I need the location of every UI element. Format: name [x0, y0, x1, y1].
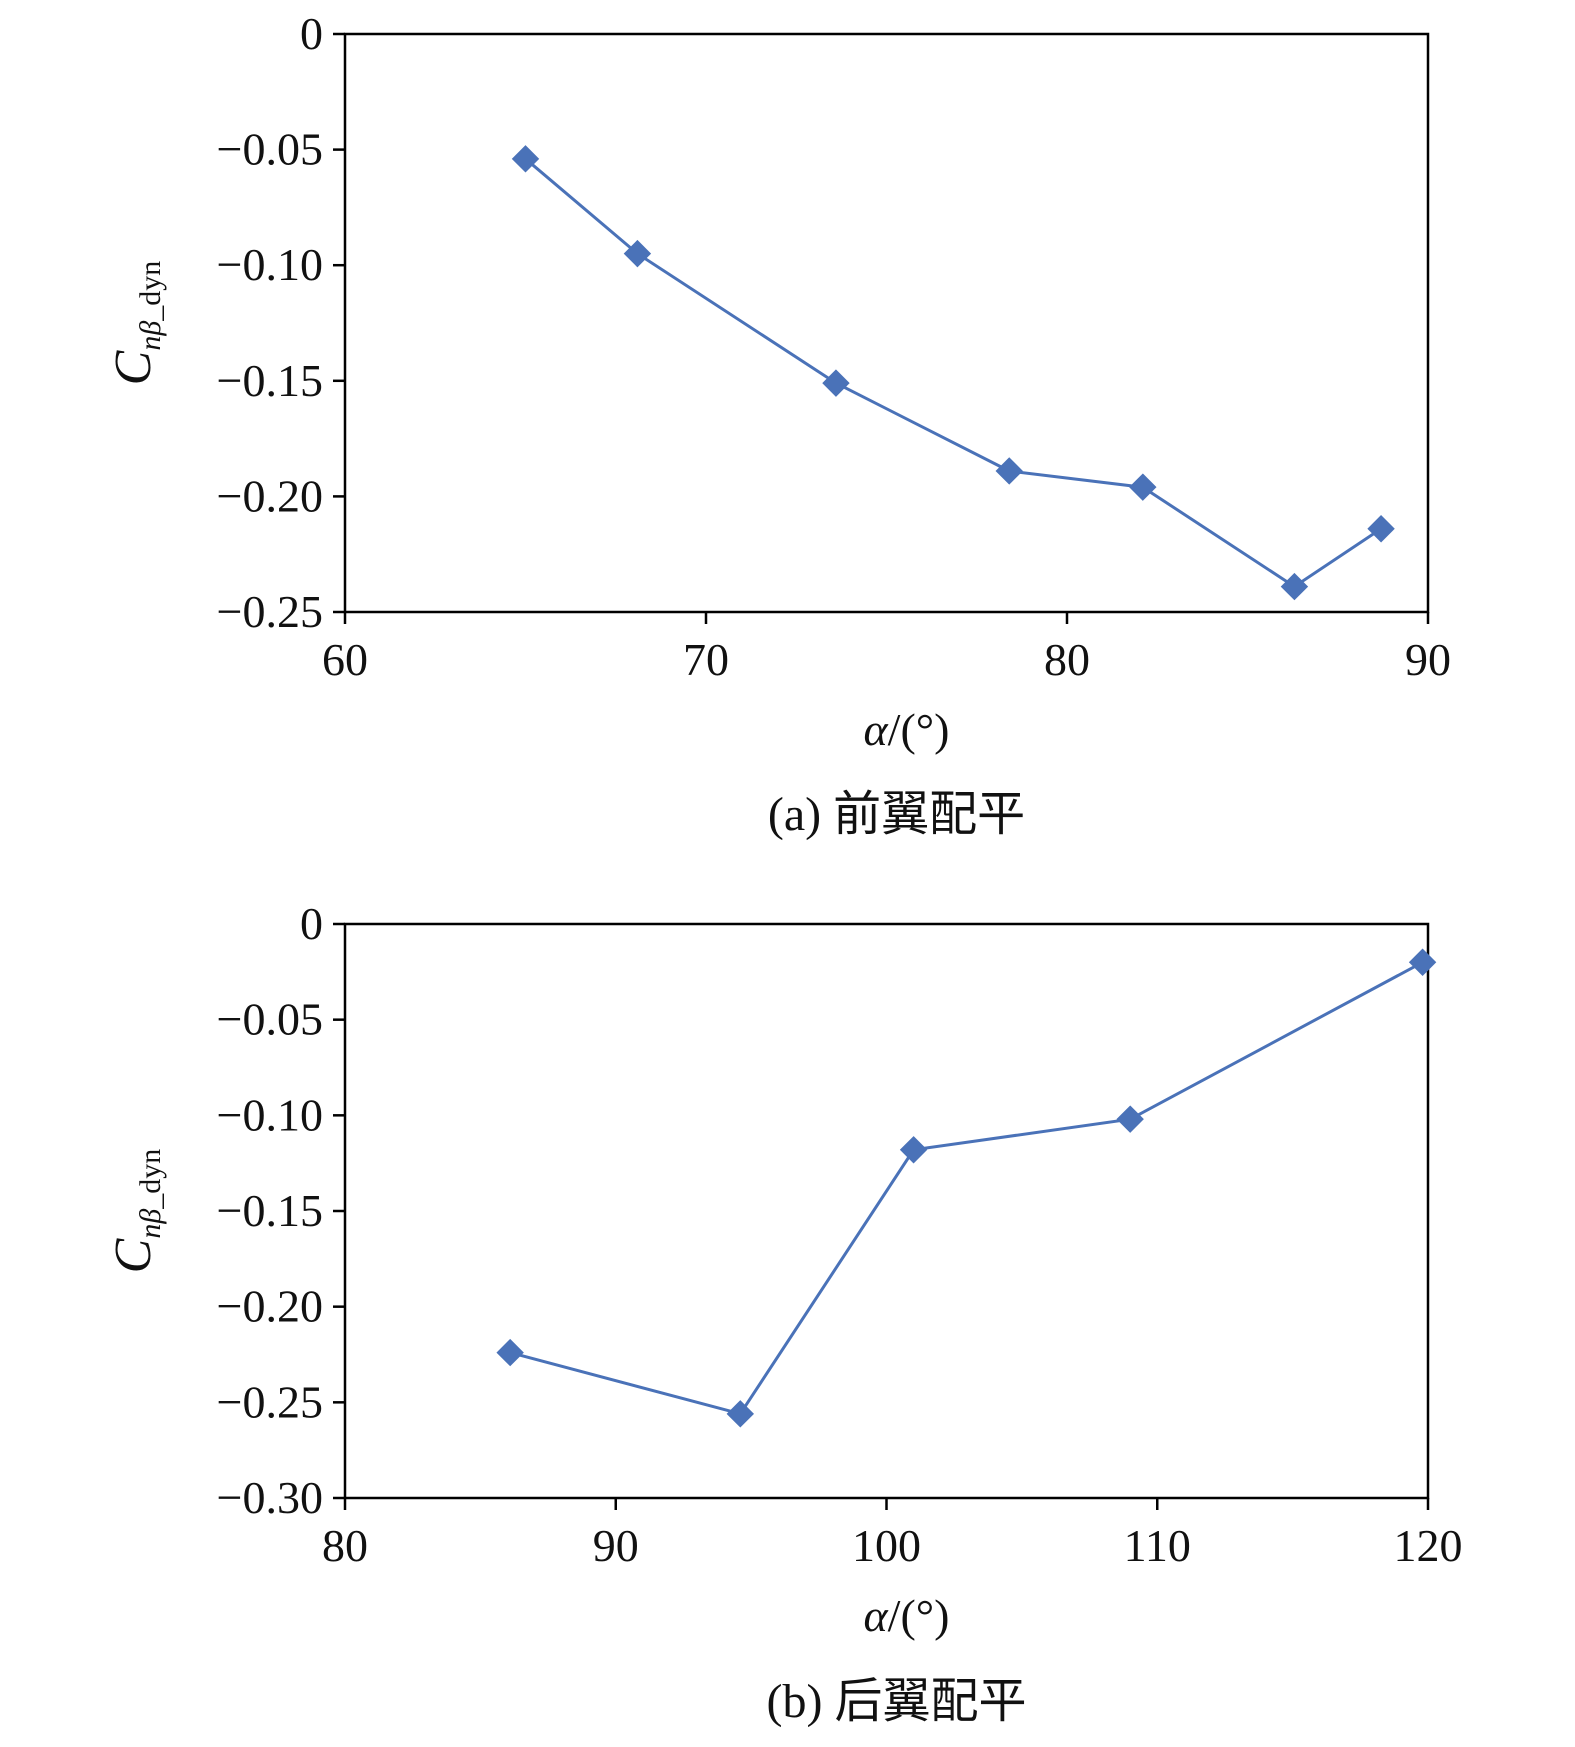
chart-b-x-tick-label: 80 [322, 1520, 368, 1571]
chart-b-plot-frame [343, 922, 1430, 1500]
chart-a-y-tick-label: −0.05 [217, 124, 323, 175]
chart-b-data-point [899, 1136, 928, 1164]
chart-a-data-point [822, 369, 850, 397]
chart-b-y-axis-title: Cnβ_dyn [105, 1149, 167, 1274]
chart-b-y-tick-label: −0.10 [217, 1089, 323, 1140]
chart-b-data-point [496, 1338, 524, 1367]
chart-a-y-tick-label: 0 [300, 8, 323, 59]
chart-a-data-point [1129, 473, 1157, 501]
chart-b-y-tick-label: 0 [300, 898, 323, 949]
chart-b-x-tick-label: 90 [593, 1520, 639, 1571]
chart-b-data-point [1408, 948, 1437, 976]
chart-panel-a: 0 −0.05 −0.10 −0.15 −0.20 −0.25 60 70 80 90 α/(°) C… [0, 0, 1575, 870]
chart-a-data-point [511, 145, 540, 173]
chart-b-y-tick-label: −0.20 [217, 1281, 323, 1332]
chart-a-data-point [995, 457, 1023, 485]
chart-b-x-tick-label: 110 [1124, 1520, 1191, 1571]
chart-a-plot-frame [343, 32, 1430, 614]
chart-b-data-point [726, 1400, 755, 1428]
chart-a-data-point [1367, 515, 1395, 543]
chart-b-series-line [509, 960, 1424, 1416]
chart-a-y-tick-label: −0.25 [217, 586, 323, 637]
chart-b-y-tick-label: −0.15 [217, 1185, 323, 1236]
chart-a-x-tick-label: 70 [683, 634, 729, 685]
chart-a-x-tick-label: 90 [1405, 634, 1451, 685]
chart-a-y-tick-label: −0.15 [217, 355, 323, 406]
chart-a-x-axis-title: α/(°) [864, 704, 950, 755]
chart-b-y-tick-label: −0.05 [217, 994, 323, 1045]
chart-b-y-tick-label: −0.30 [217, 1472, 323, 1523]
chart-a-x-tick-label: 80 [1044, 634, 1090, 685]
chart-a-y-tick-label: −0.20 [217, 470, 323, 521]
chart-a-y-tick-label: −0.10 [217, 239, 323, 290]
chart-a-data-point [623, 239, 652, 268]
chart-panel-b: 0 −0.05 −0.10 −0.15 −0.20 −0.25 −0.30 80 90 100 11… [0, 870, 1575, 1742]
chart-a-data-point [1280, 572, 1309, 601]
chart-b-x-tick-label: 120 [1394, 1520, 1463, 1571]
chart-a-y-axis-title: Cnβ_dyn [105, 261, 167, 386]
chart-a-x-tick-label: 60 [322, 634, 368, 685]
chart-b-x-tick-label: 100 [852, 1520, 921, 1571]
chart-b-y-tick-label: −0.25 [217, 1376, 323, 1427]
chart-b-panel-caption: (b) 后翼配平 [767, 1675, 1027, 1728]
chart-a-series-line [524, 157, 1382, 589]
chart-a-panel-caption: (a) 前翼配平 [768, 788, 1025, 841]
chart-b-x-axis-title: α/(°) [864, 1590, 950, 1641]
chart-b-data-point [1116, 1105, 1144, 1133]
